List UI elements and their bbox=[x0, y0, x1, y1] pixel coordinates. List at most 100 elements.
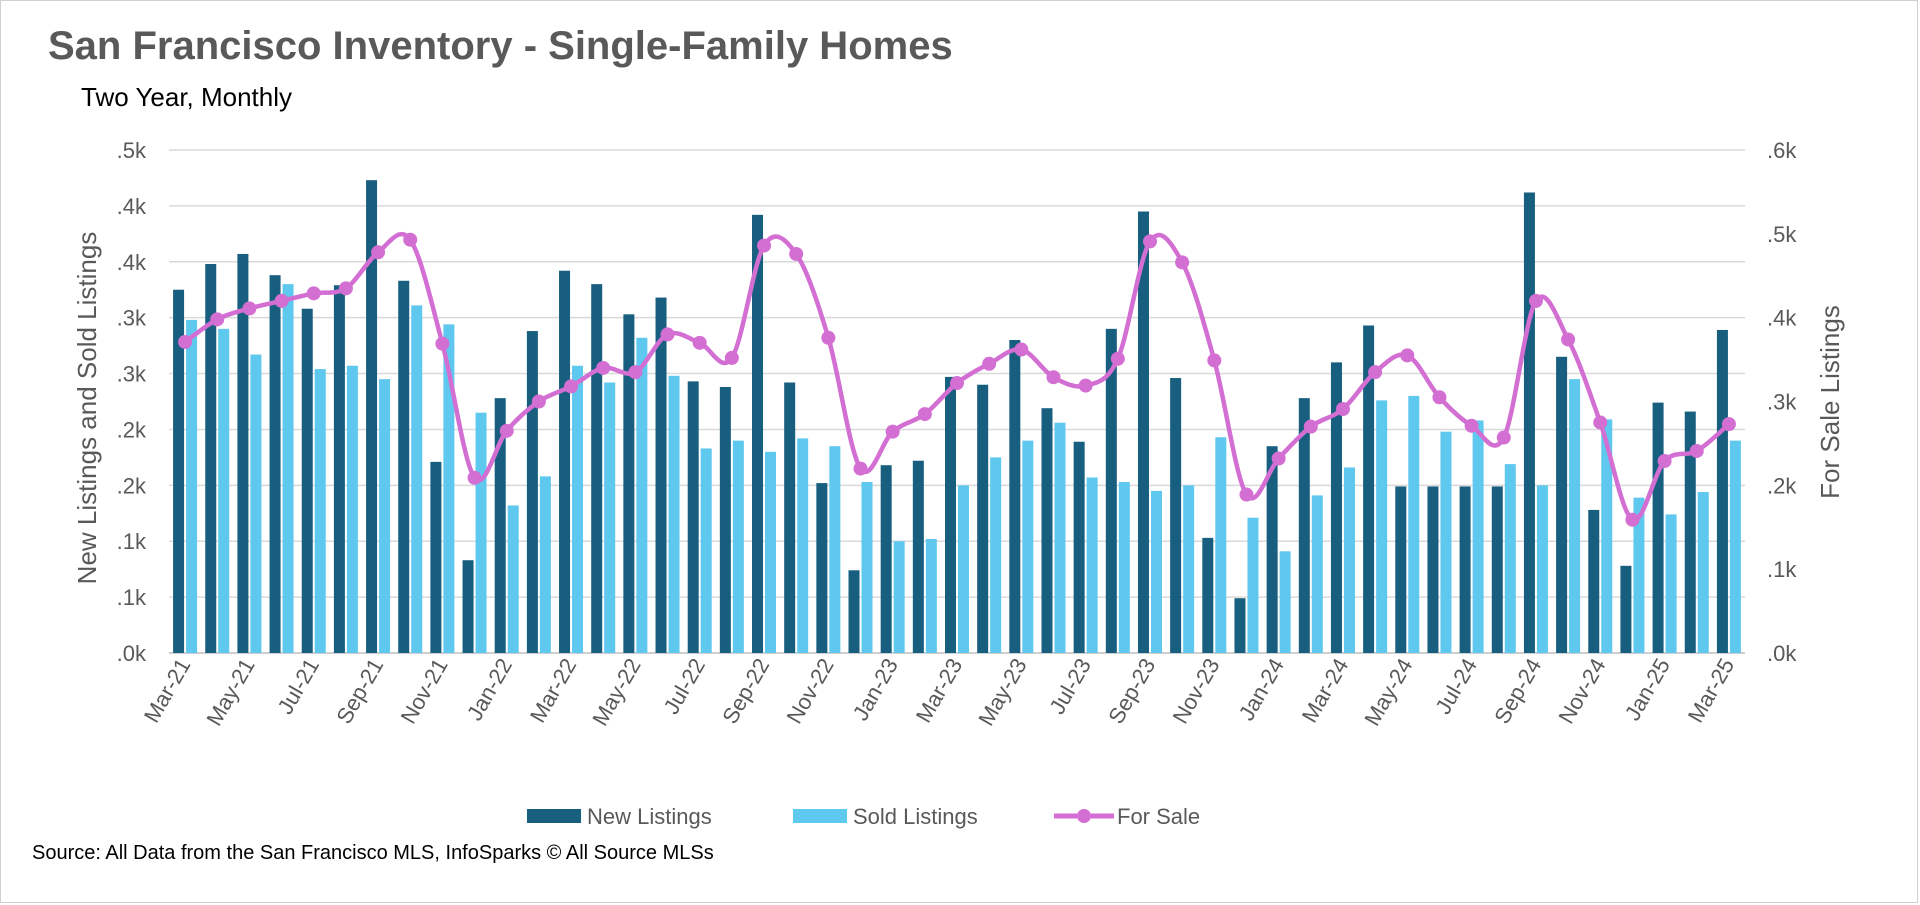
right-tick-label: .1k bbox=[1767, 557, 1797, 582]
for-sale-point bbox=[950, 376, 964, 391]
x-tick-label: Jan-22 bbox=[462, 654, 517, 725]
for-sale-line bbox=[183, 231, 1731, 523]
bar-new-listings bbox=[880, 465, 892, 653]
left-axis-title: New Listings and Sold Listings bbox=[72, 232, 102, 585]
bar-new-listings bbox=[430, 461, 442, 653]
bar-sold-listings bbox=[1215, 437, 1227, 653]
bar-sold-listings bbox=[1472, 420, 1484, 653]
bar-new-listings bbox=[784, 382, 796, 653]
bar-new-listings bbox=[848, 570, 860, 653]
bar-new-listings bbox=[1427, 486, 1439, 653]
bar-new-listings bbox=[1491, 486, 1503, 653]
x-tick-label: Nov-22 bbox=[782, 654, 839, 728]
bar-sold-listings bbox=[1408, 395, 1420, 653]
bar-sold-listings bbox=[346, 365, 358, 653]
for-sale-point bbox=[982, 356, 997, 371]
for-sale-point bbox=[274, 293, 289, 308]
for-sale-point bbox=[724, 350, 739, 365]
x-tick-label: Sep-21 bbox=[331, 654, 388, 728]
bar-new-listings bbox=[1105, 328, 1117, 653]
bar-sold-listings bbox=[797, 438, 809, 653]
right-tick-label: .2k bbox=[1767, 473, 1797, 498]
bar-sold-listings bbox=[925, 538, 937, 653]
for-sale-point bbox=[1561, 332, 1576, 347]
bar-sold-listings bbox=[1247, 517, 1259, 653]
bar-new-listings bbox=[1395, 486, 1407, 653]
left-tick-label: .3k bbox=[117, 306, 147, 331]
bar-sold-listings bbox=[250, 354, 262, 653]
x-tick-label: May-23 bbox=[973, 654, 1031, 730]
right-axis-title: For Sale Listings bbox=[1815, 305, 1845, 499]
left-tick-label: .2k bbox=[117, 417, 147, 442]
for-sale-point bbox=[1593, 415, 1608, 430]
bar-new-listings bbox=[719, 386, 731, 653]
bar-new-listings bbox=[237, 253, 249, 653]
for-sale-point bbox=[403, 232, 418, 247]
x-tick-label: Mar-25 bbox=[1683, 654, 1739, 727]
x-tick-label: Sep-23 bbox=[1103, 654, 1160, 728]
line-series bbox=[178, 231, 1736, 527]
legend-swatch-new-listings bbox=[527, 809, 581, 823]
for-sale-point bbox=[1303, 419, 1318, 434]
bar-new-listings bbox=[1684, 411, 1696, 653]
x-tick-label: Nov-24 bbox=[1553, 654, 1610, 728]
bar-sold-listings bbox=[1601, 419, 1613, 653]
bar-new-listings bbox=[1041, 408, 1053, 653]
x-tick-label: Mar-24 bbox=[1297, 654, 1353, 727]
for-sale-point bbox=[1175, 255, 1190, 270]
for-sale-point bbox=[531, 394, 546, 409]
bar-sold-listings bbox=[1279, 551, 1291, 653]
bar-sold-listings bbox=[1697, 492, 1709, 653]
bar-sold-listings bbox=[861, 481, 873, 653]
bar-sold-listings bbox=[1343, 467, 1355, 653]
for-sale-point bbox=[1657, 454, 1672, 469]
for-sale-point bbox=[1625, 512, 1640, 527]
bar-new-listings bbox=[1137, 211, 1149, 653]
bar-sold-listings bbox=[604, 382, 616, 653]
for-sale-point bbox=[564, 379, 579, 394]
x-tick-label: Nov-21 bbox=[396, 654, 453, 728]
bar-new-listings bbox=[1459, 486, 1471, 653]
bar-sold-listings bbox=[572, 365, 584, 653]
x-tick-label: Jul-21 bbox=[272, 654, 324, 718]
for-sale-point bbox=[338, 281, 353, 296]
bar-new-listings bbox=[623, 314, 635, 653]
x-tick-label: Jul-23 bbox=[1044, 654, 1096, 718]
for-sale-point bbox=[306, 286, 321, 301]
bar-new-listings bbox=[1073, 441, 1085, 653]
for-sale-point bbox=[1335, 402, 1350, 417]
bar-sold-listings bbox=[668, 375, 680, 653]
bar-new-listings bbox=[655, 297, 667, 653]
bar-new-listings bbox=[1234, 598, 1246, 653]
right-axis-ticks: .0k .1k .2k .3k .4k .5k .6k bbox=[1767, 138, 1797, 666]
for-sale-point bbox=[242, 301, 257, 316]
left-tick-label: .5k bbox=[117, 138, 147, 163]
x-tick-label: Sep-24 bbox=[1489, 654, 1546, 728]
x-tick-label: Mar-23 bbox=[911, 654, 967, 727]
bar-new-listings bbox=[398, 280, 410, 653]
bar-new-listings bbox=[1716, 329, 1728, 653]
for-sale-point bbox=[1464, 418, 1479, 433]
for-sale-point bbox=[499, 423, 514, 438]
bar-sold-listings bbox=[1150, 490, 1162, 653]
x-tick-label: Mar-21 bbox=[139, 654, 195, 727]
for-sale-point bbox=[1046, 370, 1061, 385]
right-tick-label: .5k bbox=[1767, 222, 1797, 247]
bar-new-listings bbox=[526, 331, 538, 653]
bar-new-listings bbox=[752, 214, 764, 653]
for-sale-point bbox=[821, 330, 836, 345]
bar-series bbox=[173, 180, 1741, 653]
bar-sold-listings bbox=[700, 448, 712, 653]
right-tick-label: .0k bbox=[1767, 641, 1797, 666]
left-tick-label: .4k bbox=[117, 250, 147, 275]
for-sale-point bbox=[1689, 443, 1704, 458]
bar-sold-listings bbox=[1440, 431, 1452, 653]
bar-sold-listings bbox=[1086, 477, 1098, 653]
for-sale-point bbox=[789, 246, 804, 261]
bar-sold-listings bbox=[1118, 481, 1130, 653]
bar-sold-listings bbox=[765, 451, 777, 653]
for-sale-point bbox=[1721, 417, 1736, 432]
bar-sold-listings bbox=[1022, 440, 1034, 653]
bar-sold-listings bbox=[539, 476, 551, 653]
